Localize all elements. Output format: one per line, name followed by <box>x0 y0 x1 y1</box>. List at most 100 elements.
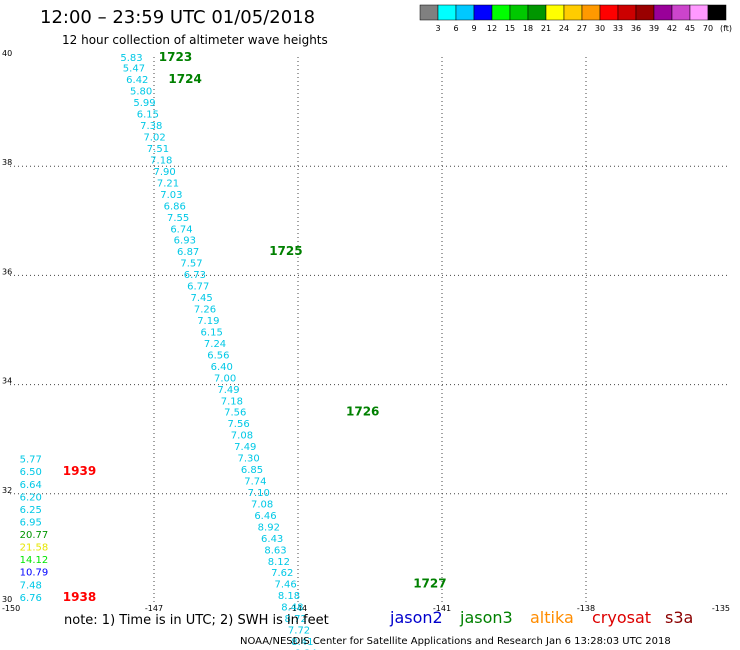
swh-value: 7.19 <box>197 316 219 327</box>
colorbar-swatch <box>527 4 547 21</box>
swh-value: 7.18 <box>150 155 172 166</box>
swh-value: 7.49 <box>234 442 256 453</box>
swh-value: 8.18 <box>278 591 300 602</box>
swh-value: 7.30 <box>238 454 260 465</box>
units-note: note: 1) Time is in UTC; 2) SWH is in fe… <box>64 613 329 628</box>
colorbar-legend: 3 6 9 12 15 18 21 24 27 30 33 36 39 42 45 70 (ft) <box>419 4 732 33</box>
colorbar-swatch <box>437 4 457 21</box>
swh-value: 5.80 <box>130 87 152 98</box>
swh-value: 14.12 <box>20 555 49 566</box>
y-tick-label: 36 <box>2 267 12 276</box>
swh-value: 7.45 <box>190 293 212 304</box>
swh-value: 6.64 <box>20 480 42 491</box>
colorbar-label: 24 <box>559 24 569 33</box>
time-label: 1939 <box>63 464 96 478</box>
satellite-altika: altika <box>530 608 574 627</box>
swh-value: 8.72 <box>285 614 307 625</box>
swh-value: 6.76 <box>20 593 42 604</box>
chart-title: 12:00 – 23:59 UTC 01/05/2018 <box>40 7 316 28</box>
swh-value: 8.92 <box>258 522 280 533</box>
swh-value: 7.38 <box>140 121 162 132</box>
x-tick-label: -150 <box>2 604 20 613</box>
swh-value: 6.87 <box>177 247 199 258</box>
colorbar-label: 18 <box>523 24 533 33</box>
colorbar-swatch <box>509 4 529 21</box>
colorbar-label: 6 <box>453 24 458 33</box>
colorbar-label: 27 <box>577 24 587 33</box>
colorbar-swatch <box>473 4 493 21</box>
credit-line: NOAA/NESDIS Center for Satellite Applica… <box>240 636 671 647</box>
colorbar-swatch <box>419 4 439 21</box>
colorbar-label: 3 <box>435 24 440 33</box>
time-label: 1724 <box>168 72 201 86</box>
swh-value: 7.08 <box>251 499 273 510</box>
swh-value: 7.57 <box>180 259 202 270</box>
y-tick-label: 32 <box>2 486 12 495</box>
swh-value: 7.56 <box>227 419 249 430</box>
swh-value: 7.55 <box>167 213 189 224</box>
x-tick-label: -147 <box>145 604 163 613</box>
colorbar-swatch <box>707 4 727 21</box>
colorbar-swatch <box>545 4 565 21</box>
swh-value: 6.95 <box>20 517 42 528</box>
time-label: 1725 <box>269 244 302 258</box>
swh-value: 10.79 <box>20 568 49 579</box>
swh-value: 7.48 <box>20 580 42 591</box>
swh-value: 6.46 <box>254 511 276 522</box>
satellite-jason2: jason2 <box>390 608 443 627</box>
swh-value: 8.63 <box>264 545 286 556</box>
colorbar-swatch <box>635 4 655 21</box>
swh-value: 6.43 <box>261 534 283 545</box>
swh-value: 5.47 <box>123 64 145 75</box>
swh-value: 7.10 <box>248 488 270 499</box>
colorbar-label: 70 <box>703 24 713 33</box>
chart-subtitle: 12 hour collection of altimeter wave hei… <box>62 33 328 47</box>
swh-value: 7.00 <box>214 373 236 384</box>
y-tick-label: 40 <box>2 49 12 58</box>
y-tick-label: 38 <box>2 158 12 167</box>
swh-value: 6.77 <box>187 282 209 293</box>
satellite-cryosat: cryosat <box>592 608 652 627</box>
colorbar-swatch <box>689 4 709 21</box>
swh-value: 6.56 <box>207 350 229 361</box>
colorbar-label: 30 <box>595 24 605 33</box>
colorbar-label: 39 <box>649 24 659 33</box>
colorbar-swatch <box>455 4 475 21</box>
swh-value: 7.02 <box>143 133 165 144</box>
colorbar-label: 36 <box>631 24 641 33</box>
colorbar-label: 21 <box>541 24 551 33</box>
swh-value: 6.40 <box>211 362 233 373</box>
swh-value: 7.62 <box>271 568 293 579</box>
swh-value: 5.77 <box>20 455 42 466</box>
colorbar-label: 42 <box>667 24 677 33</box>
swh-value: 7.74 <box>244 477 266 488</box>
swh-value: 7.26 <box>194 305 216 316</box>
colorbar-label: 9 <box>471 24 476 33</box>
swh-value: 6.50 <box>20 467 42 478</box>
colorbar-label: 15 <box>505 24 515 33</box>
colorbar-unit: (ft) <box>720 24 732 33</box>
x-tick-label: -144 <box>289 604 307 613</box>
y-tick-label: 30 <box>2 595 12 604</box>
swh-value: 7.24 <box>204 339 226 350</box>
time-label: 1938 <box>63 590 96 604</box>
time-label: 1727 <box>413 577 446 591</box>
satellite-s3a: s3a <box>665 608 694 627</box>
x-tick-label: -138 <box>577 604 595 613</box>
x-tick-label: -135 <box>712 604 730 613</box>
grid-lines <box>10 57 730 603</box>
swh-value: 6.73 <box>184 270 206 281</box>
colorbar-swatch <box>563 4 583 21</box>
swh-value: 7.21 <box>157 178 179 189</box>
swh-value: 6.93 <box>174 236 196 247</box>
swh-value: 6.15 <box>201 327 223 338</box>
colorbar-swatch <box>617 4 637 21</box>
satellite-jason3: jason3 <box>460 608 513 627</box>
swh-value: 7.72 <box>288 626 310 637</box>
swh-value: 7.56 <box>224 408 246 419</box>
swh-value: 20.77 <box>20 530 49 541</box>
data-marks: 5.835.476.425.805.996.157.387.027.517.18… <box>20 50 447 650</box>
swh-value: 5.83 <box>120 53 142 64</box>
swh-value: 6.85 <box>241 465 263 476</box>
